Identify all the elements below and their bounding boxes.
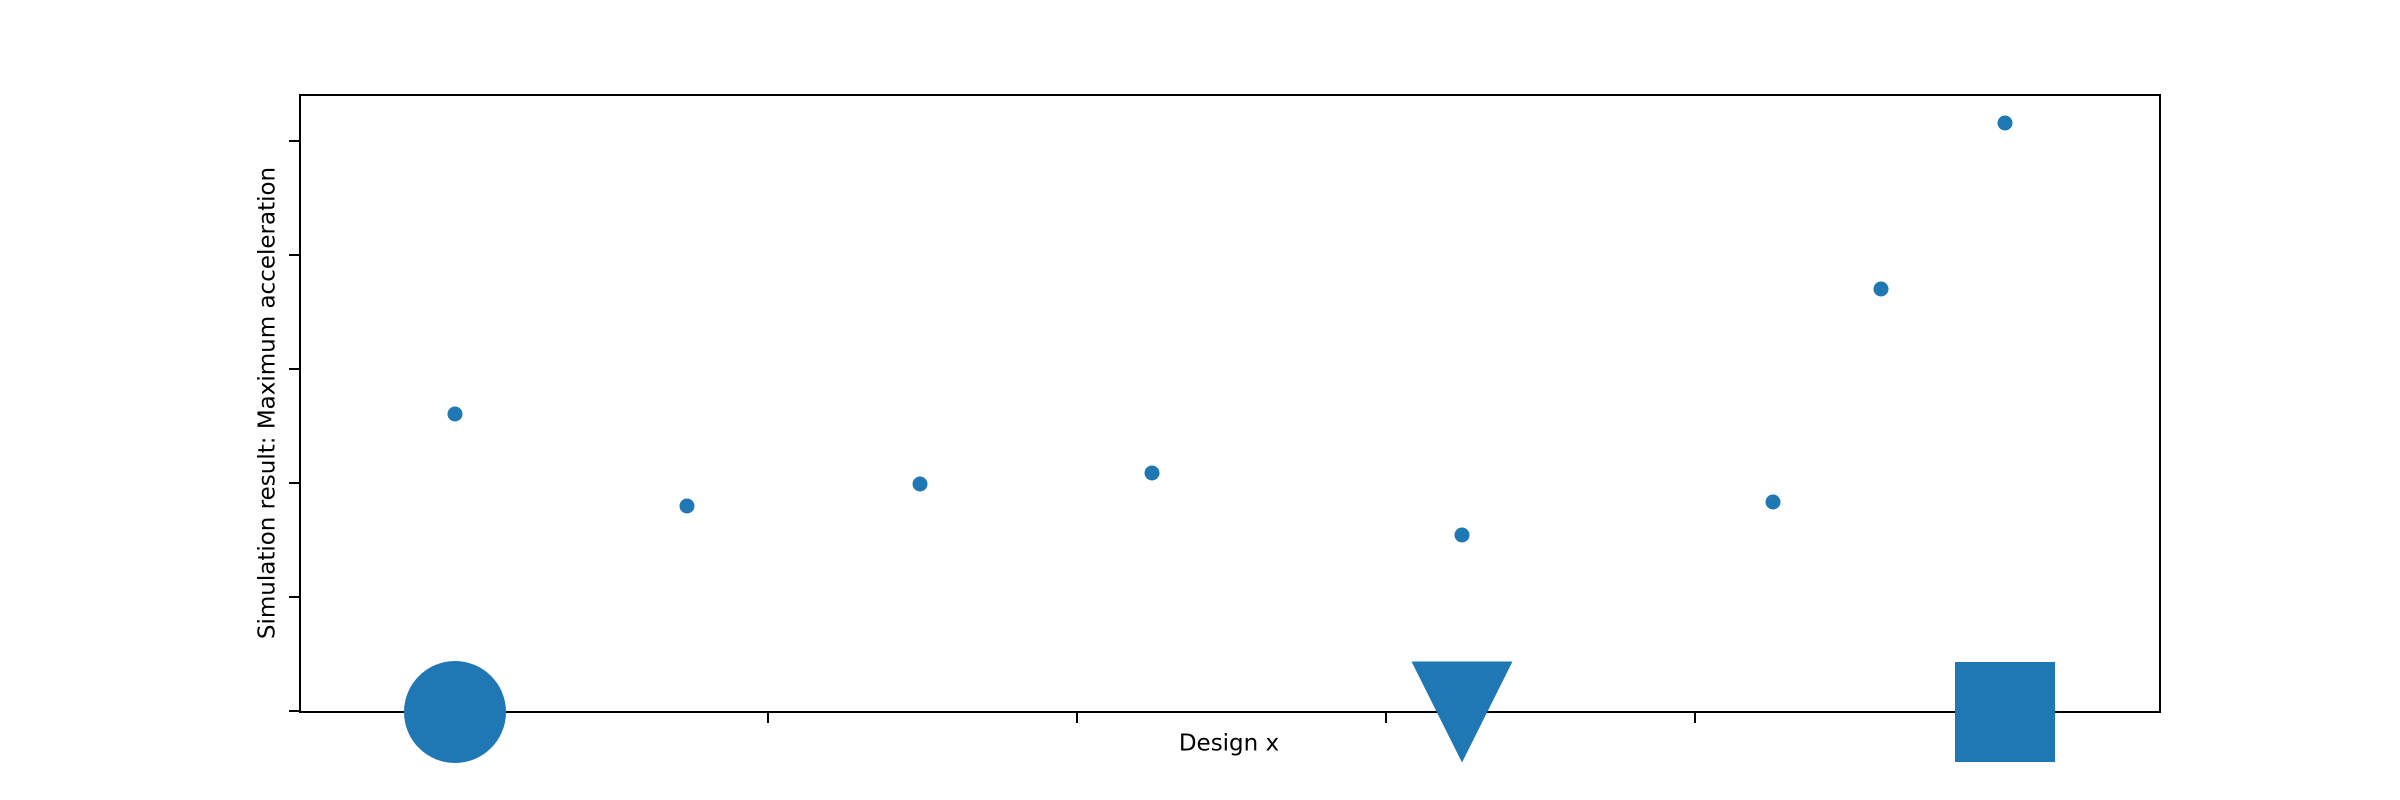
- scatter-point: [1454, 527, 1470, 543]
- design-marker-square: [1955, 662, 2055, 762]
- scatter-point: [1765, 494, 1781, 510]
- scatter-point: [912, 476, 928, 492]
- y-axis-label: Simulation result: Maximum acceleration: [254, 166, 281, 640]
- x-axis-label: Design x: [1178, 730, 1280, 757]
- scatter-point: [1997, 115, 2013, 131]
- scatter-point: [447, 406, 463, 422]
- design-marker-circle: [404, 661, 506, 763]
- design-marker-triangle-down: [1411, 661, 1513, 763]
- scatter-point: [1873, 281, 1889, 297]
- scatter-point: [1144, 465, 1160, 481]
- axes-frame: [299, 94, 2161, 713]
- scatter-point: [679, 498, 695, 514]
